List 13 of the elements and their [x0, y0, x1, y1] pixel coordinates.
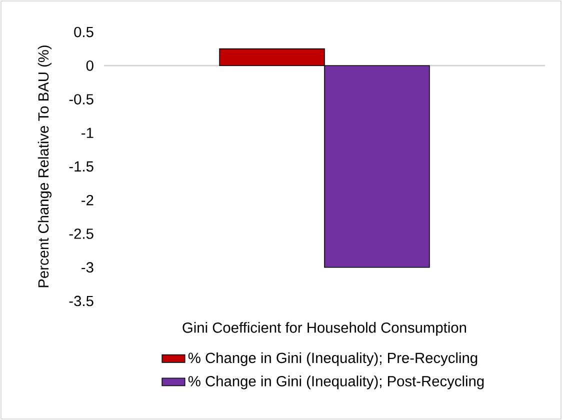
y-axis-title: Percent Change Relative To BAU (%): [38, 46, 52, 288]
y-tick-label: -3: [82, 262, 94, 273]
y-tick-label: -1.5: [69, 161, 94, 172]
y-tick-label: -2: [82, 195, 94, 206]
x-tick-label: Gini Coefficient for Household Consumption: [182, 322, 466, 336]
y-tick-label: 0.5: [74, 26, 94, 38]
y-tick-label: -0.5: [69, 94, 94, 104]
legend-label: % Change in Gini (Inequality); Pre-Recycling: [188, 352, 478, 366]
y-tick-label: -3.5: [69, 296, 94, 306]
legend-label: % Change in Gini (Inequality); Post-Recycling: [188, 376, 484, 390]
y-tick-label: -1: [82, 128, 94, 138]
y-tick-label: -2.5: [69, 228, 94, 239]
y-tick-label: 0: [86, 60, 94, 71]
